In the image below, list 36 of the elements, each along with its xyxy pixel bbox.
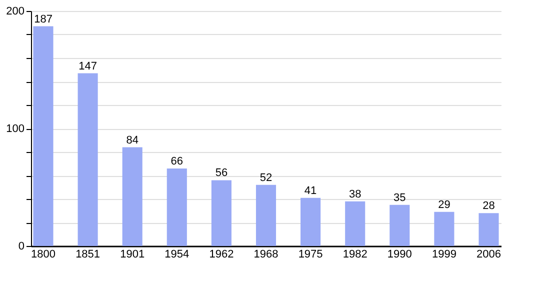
data-label: 38 (348, 188, 362, 200)
data-label: 41 (304, 184, 317, 197)
data-label: 35 (394, 192, 406, 204)
bar (478, 213, 499, 246)
x-tick-label: 1975 (298, 248, 323, 260)
x-tick-label: 1999 (432, 248, 456, 260)
x-tick-label: 1954 (164, 248, 190, 260)
bar (78, 73, 98, 246)
bar (211, 180, 232, 246)
bar (122, 147, 142, 246)
x-tick-label: 1962 (209, 248, 234, 260)
bar (345, 201, 366, 246)
bar (434, 212, 454, 246)
x-tick-label: 1901 (120, 248, 145, 260)
bar (390, 204, 410, 246)
data-label: 84 (126, 134, 138, 146)
y-tick-label: 100 (6, 123, 24, 135)
x-tick-label: 1851 (76, 248, 100, 260)
x-tick-label: 1800 (31, 248, 56, 260)
x-tick-label: 1968 (254, 248, 278, 260)
x-tick-label: 2006 (476, 248, 501, 260)
y-tick-label: 200 (6, 6, 24, 18)
y-tick-label: 0 (18, 240, 24, 252)
data-label: 147 (78, 60, 97, 72)
data-label: 29 (438, 198, 450, 211)
bar (166, 168, 187, 246)
x-tick-label: 1982 (342, 248, 368, 260)
data-label: 52 (260, 172, 272, 184)
x-tick-label: 1990 (387, 248, 412, 260)
bar (256, 184, 276, 246)
data-label: 28 (482, 200, 495, 212)
bar (33, 26, 54, 246)
data-label: 187 (34, 13, 52, 26)
data-label: 56 (215, 167, 228, 180)
bar (300, 198, 321, 246)
data-label: 66 (170, 155, 184, 168)
